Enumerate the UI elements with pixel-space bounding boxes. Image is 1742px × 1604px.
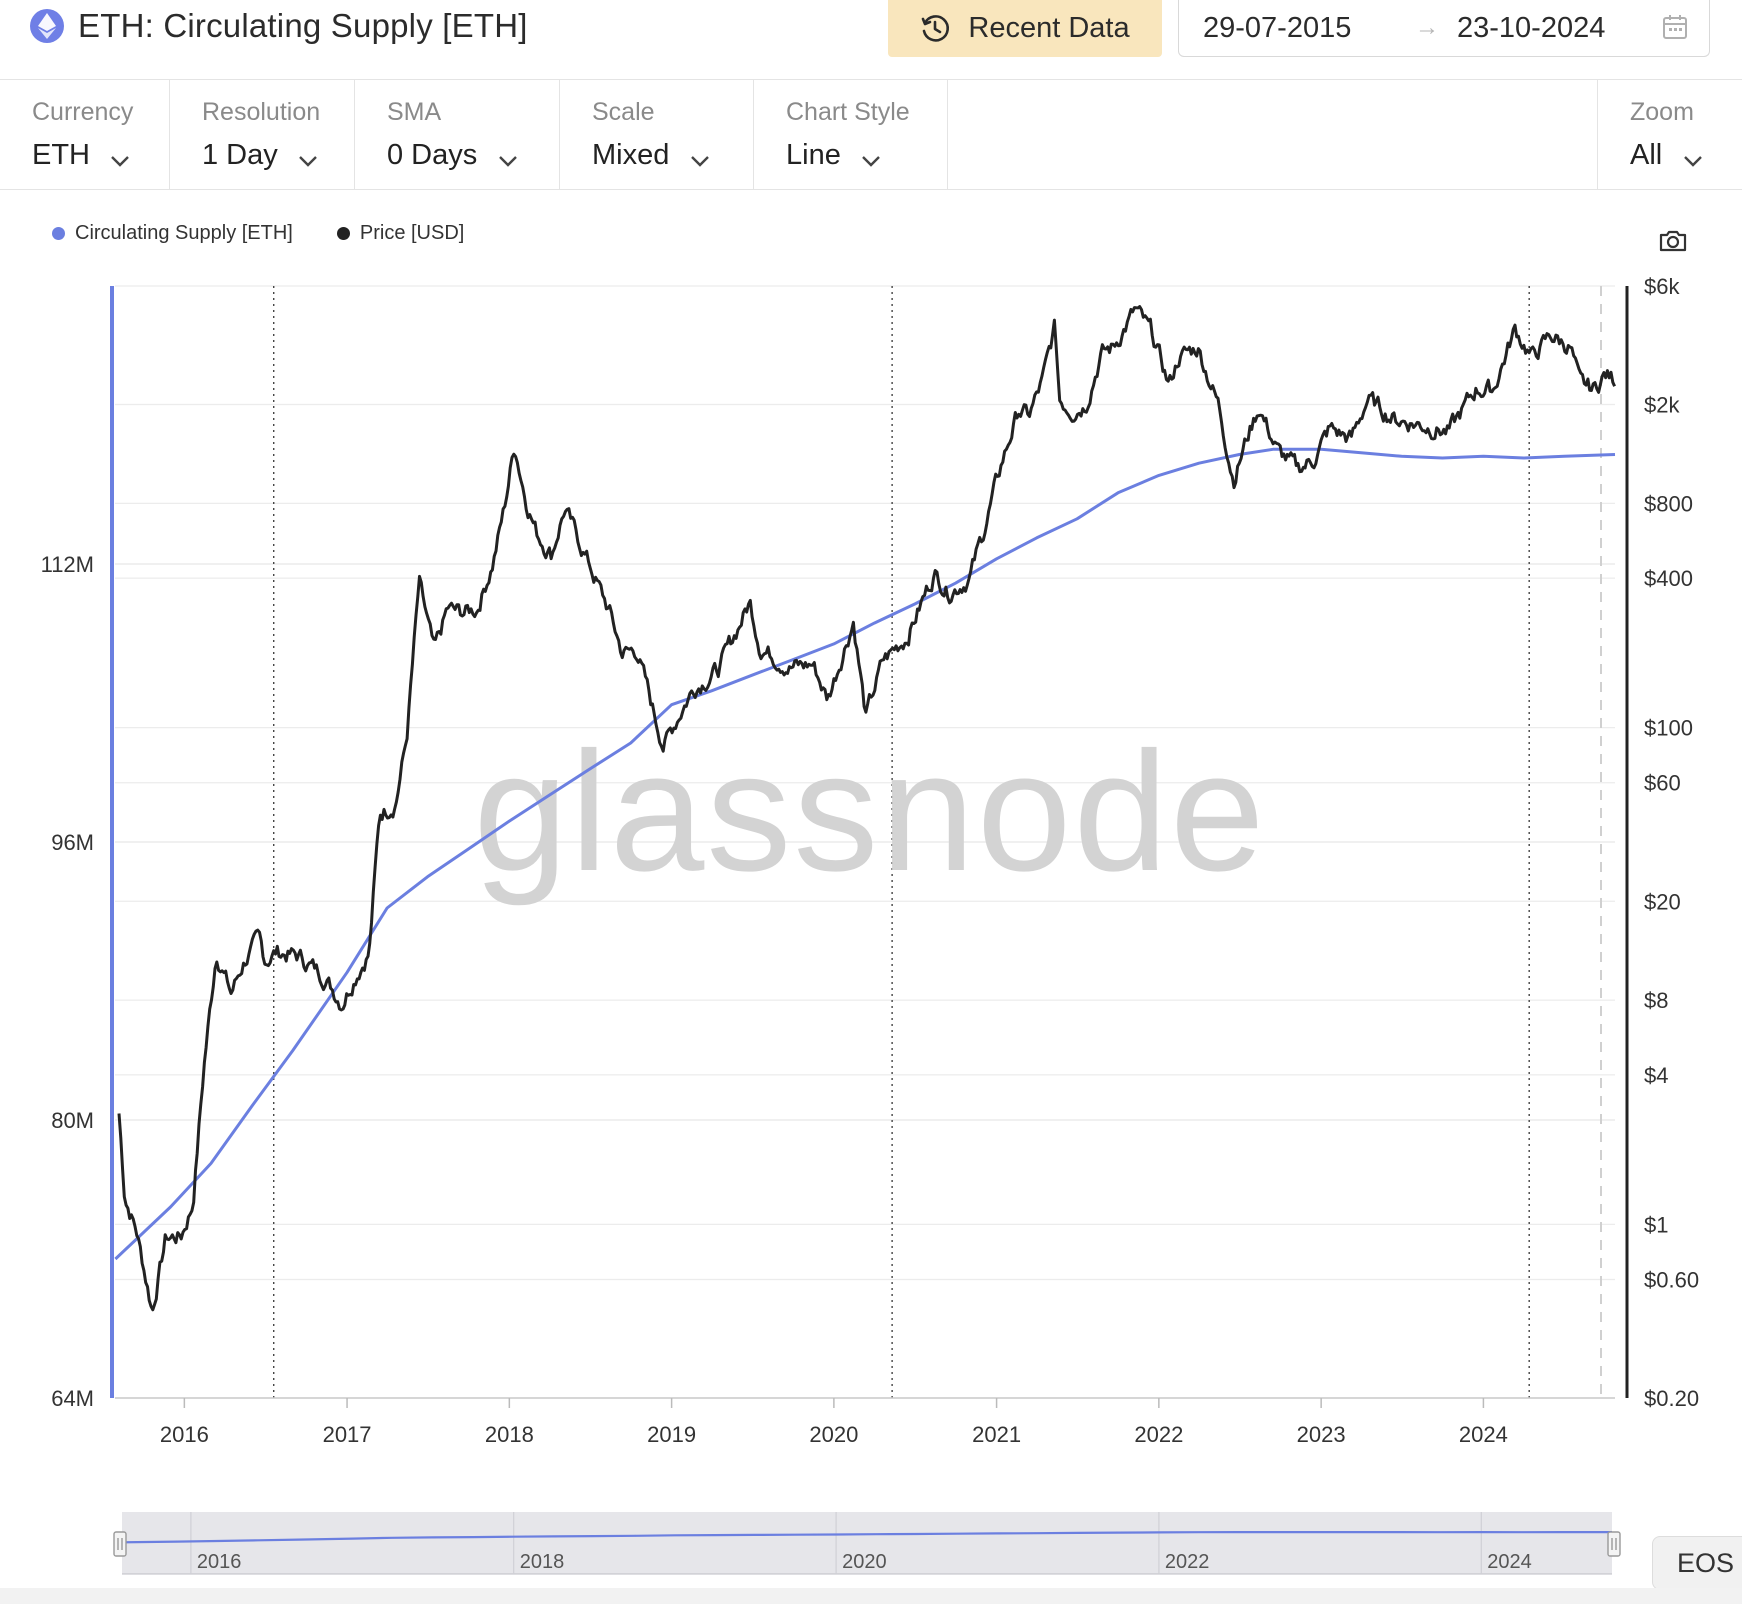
scale-dropdown[interactable]: Scale Mixed	[560, 80, 754, 190]
right-tick-label: $4	[1644, 1063, 1668, 1088]
resolution-value: 1 Day	[202, 139, 278, 171]
left-tick-label: 64M	[51, 1386, 94, 1411]
chevron-down-icon	[690, 154, 710, 172]
left-y-axis: 64M 80M 96M 112M	[41, 552, 94, 1411]
left-tick-label: 112M	[41, 552, 94, 577]
legend-label: Price [USD]	[359, 222, 465, 244]
right-tick-label: $20	[1644, 889, 1681, 914]
navigator-handle[interactable]	[1607, 1531, 1621, 1557]
x-tick-label: 2018	[485, 1422, 534, 1447]
currency-label: Currency	[32, 98, 134, 126]
right-tick-label: $100	[1644, 716, 1693, 741]
price-series-line	[117, 305, 1616, 1312]
chevron-down-icon	[298, 154, 318, 172]
bottom-strip	[0, 1588, 1742, 1604]
chart-toolbar: Currency ETH Resolution 1 Day SMA 0 Days…	[0, 80, 1742, 190]
x-tick-label: 2017	[323, 1422, 372, 1447]
chart-svg[interactable]: glassnode 2016 2017 2018 2019 2020 2021 2022 20…	[0, 270, 1742, 1604]
date-range-picker[interactable]: 29-07-2015 → 23-10-2024	[1178, 0, 1710, 57]
right-tick-label: $1	[1644, 1212, 1668, 1237]
right-y-axis: $6k $2k $800 $400 $100 $60 $20 $8 $4 $1 $0.60 $0.20	[1644, 274, 1699, 1411]
chevron-down-icon	[1683, 154, 1703, 172]
x-tick-label: 2022	[1134, 1422, 1183, 1447]
history-clock-icon	[920, 14, 950, 44]
zoom-value: All	[1630, 139, 1663, 171]
chart-style-value: Line	[786, 139, 841, 171]
arrow-right-icon: →	[1415, 14, 1439, 41]
chart-style-dropdown[interactable]: Chart Style Line	[754, 80, 948, 190]
x-tick-label: 2019	[647, 1422, 696, 1447]
legend-item-price[interactable]: Price [USD]	[336, 222, 465, 245]
x-tick-label: 2016	[160, 1422, 209, 1447]
chevron-down-icon	[861, 154, 881, 172]
right-tick-label: $6k	[1644, 274, 1680, 299]
resolution-label: Resolution	[202, 98, 321, 126]
currency-dropdown[interactable]: Currency ETH	[0, 80, 170, 190]
date-to[interactable]: 23-10-2024	[1457, 11, 1606, 44]
scale-label: Scale	[592, 98, 655, 126]
x-axis: 2016 2017 2018 2019 2020 2021 2022 2023 2024	[160, 1398, 1508, 1447]
navigator-background	[122, 1512, 1612, 1574]
right-tick-label: $0.60	[1644, 1267, 1699, 1292]
resolution-dropdown[interactable]: Resolution 1 Day	[170, 80, 355, 190]
sma-dropdown[interactable]: SMA 0 Days	[355, 80, 560, 190]
sma-value: 0 Days	[387, 139, 478, 171]
x-tick-label: 2020	[809, 1422, 858, 1447]
x-tick-label: 2021	[972, 1422, 1021, 1447]
right-tick-label: $60	[1644, 771, 1681, 796]
x-tick-label: 2023	[1297, 1422, 1346, 1447]
navigator-tick-label: 2020	[842, 1551, 887, 1573]
currency-value: ETH	[32, 139, 90, 171]
recent-data-label: Recent Data	[968, 12, 1130, 44]
legend-item-supply[interactable]: Circulating Supply [ETH]	[52, 222, 293, 245]
eos-button[interactable]: EOS	[1652, 1536, 1742, 1590]
left-tick-label: 96M	[51, 830, 94, 855]
left-tick-label: 80M	[51, 1108, 94, 1133]
calendar-icon[interactable]	[1661, 13, 1689, 49]
chart-legend: Circulating Supply [ETH] Price [USD]	[52, 222, 508, 245]
range-navigator[interactable]: 2016 2018 2020 2022 2024	[113, 1512, 1621, 1575]
recent-data-button[interactable]: Recent Data	[888, 0, 1162, 57]
legend-dot	[52, 227, 65, 240]
chevron-down-icon	[498, 154, 518, 172]
title-group: ETH: Circulating Supply [ETH]	[30, 6, 528, 46]
sma-label: SMA	[387, 98, 442, 126]
navigator-tick-label: 2022	[1165, 1551, 1210, 1573]
x-tick-label: 2024	[1459, 1422, 1508, 1447]
camera-icon[interactable]	[1658, 228, 1688, 259]
right-tick-label: $400	[1644, 566, 1693, 591]
page-title: ETH: Circulating Supply [ETH]	[78, 7, 528, 44]
navigator-tick-label: 2016	[197, 1551, 242, 1573]
legend-dot	[336, 227, 350, 240]
header: ETH: Circulating Supply [ETH] Recent Dat…	[0, 0, 1742, 80]
ethereum-icon	[30, 9, 64, 43]
right-tick-label: $2k	[1644, 393, 1680, 418]
navigator-tick-label: 2024	[1487, 1551, 1532, 1573]
navigator-series-line	[122, 1530, 1612, 1544]
right-tick-label: $8	[1644, 988, 1668, 1013]
right-tick-label: $800	[1644, 491, 1693, 516]
zoom-dropdown[interactable]: Zoom All	[1597, 80, 1742, 190]
supply-series-line	[114, 447, 1616, 1261]
chevron-down-icon	[110, 154, 130, 172]
navigator-tick-label: 2018	[520, 1551, 565, 1573]
legend-label: Circulating Supply [ETH]	[75, 222, 293, 244]
event-lines	[273, 286, 1602, 1398]
navigator-handle[interactable]	[113, 1531, 127, 1557]
scale-value: Mixed	[592, 139, 670, 171]
date-from[interactable]: 29-07-2015	[1203, 11, 1352, 44]
watermark: glassnode	[473, 717, 1266, 907]
chart-style-label: Chart Style	[786, 98, 910, 126]
zoom-label: Zoom	[1630, 98, 1694, 126]
right-tick-label: $0.20	[1644, 1386, 1699, 1411]
